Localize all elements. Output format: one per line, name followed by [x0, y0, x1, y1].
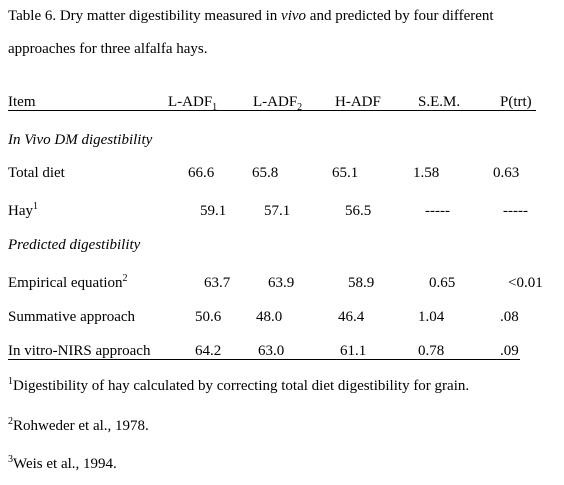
cell-text: 58.9: [348, 275, 375, 291]
title-text: and predicted by four different: [306, 8, 494, 24]
table-cell: 1.04: [418, 310, 444, 325]
section-text: Predicted digestibility: [8, 237, 141, 253]
table-cell: 63.0: [258, 344, 284, 359]
column-header: P(trt): [500, 95, 532, 110]
footnote-mark: 2: [8, 416, 13, 427]
row-label: Hay1: [8, 201, 38, 219]
rule-line: [8, 359, 520, 360]
footnote: 2Rohweder et al., 1978.: [8, 416, 149, 434]
cell-text: 1.58: [413, 165, 440, 181]
header-text: L-ADF: [253, 94, 298, 110]
table-cell: .09: [500, 344, 519, 359]
table-cell: <0.01: [508, 276, 543, 291]
column-header: L-ADF1: [168, 94, 218, 113]
table-cell: 64.2: [195, 344, 221, 359]
rule-line: [8, 110, 536, 111]
cell-text: 46.4: [338, 309, 365, 325]
label-text: Empirical equation: [8, 275, 123, 291]
table-cell: 59.1: [200, 204, 226, 219]
footnote-mark: 3: [8, 454, 13, 465]
header-text: L-ADF: [168, 94, 213, 110]
cell-text: 56.5: [345, 203, 372, 219]
header-text: P(trt): [500, 94, 532, 110]
title-line: Table 6. Dry matter digestibility measur…: [8, 9, 494, 24]
table-cell: 0.63: [493, 166, 519, 181]
title-line: approaches for three alfalfa hays.: [8, 42, 207, 57]
footnote-text: Weis et al., 1994.: [13, 456, 117, 472]
column-header: L-ADF2: [253, 94, 303, 113]
footnote: 1Digestibility of hay calculated by corr…: [8, 376, 470, 394]
cell-text: 65.8: [252, 165, 279, 181]
label-superscript: 2: [122, 273, 128, 284]
title-text: vivo: [281, 8, 307, 24]
table-cell: 63.7: [204, 276, 230, 291]
column-header: H-ADF: [335, 95, 381, 110]
cell-text: 0.65: [429, 275, 456, 291]
label-text: Hay: [8, 203, 33, 219]
cell-text: 63.9: [268, 275, 295, 291]
table-cell: 0.65: [429, 276, 455, 291]
row-label: Empirical equation2: [8, 273, 128, 291]
table-cell: -----: [503, 204, 528, 219]
cell-text: .08: [500, 309, 519, 325]
cell-text: -----: [503, 203, 528, 219]
footnote: 3Weis et al., 1994.: [8, 454, 117, 472]
section-text: In Vivo DM digestibility: [8, 132, 153, 148]
cell-text: 66.6: [188, 165, 215, 181]
footnote-mark: 1: [8, 376, 13, 387]
cell-text: 48.0: [256, 309, 283, 325]
table-cell: 50.6: [195, 310, 221, 325]
row-label: Total diet: [8, 166, 65, 181]
section-heading: Predicted digestibility: [8, 238, 140, 253]
cell-text: 0.63: [493, 165, 520, 181]
column-header: S.E.M.: [418, 95, 460, 110]
cell-text: 61.1: [340, 343, 367, 359]
row-label: In vitro-NIRS approach: [8, 344, 150, 359]
table-cell: 56.5: [345, 204, 371, 219]
cell-text: 65.1: [332, 165, 359, 181]
label-superscript: 1: [33, 201, 38, 212]
table-cell: 58.9: [348, 276, 374, 291]
cell-text: 63.0: [258, 343, 285, 359]
table-cell: 66.6: [188, 166, 214, 181]
table-cell: 46.4: [338, 310, 364, 325]
title-text: approaches for three alfalfa hays.: [8, 41, 208, 57]
cell-text: 0.78: [418, 343, 445, 359]
table-cell: 48.0: [256, 310, 282, 325]
table-cell: -----: [425, 204, 450, 219]
table-cell: 63.9: [268, 276, 294, 291]
title-text: Table 6. Dry matter digestibility measur…: [8, 8, 282, 24]
footnote-text: Rohweder et al., 1978.: [13, 418, 149, 434]
header-subscript: 1: [212, 102, 218, 113]
cell-text: 63.7: [204, 275, 231, 291]
cell-text: 50.6: [195, 309, 222, 325]
header-text: S.E.M.: [418, 94, 461, 110]
cell-text: .09: [500, 343, 519, 359]
table-cell: 0.78: [418, 344, 444, 359]
cell-text: <0.01: [508, 275, 543, 291]
table-cell: 61.1: [340, 344, 366, 359]
table-cell: 1.58: [413, 166, 439, 181]
table-cell: .08: [500, 310, 519, 325]
cell-text: 59.1: [200, 203, 227, 219]
row-label: Summative approach: [8, 310, 135, 325]
section-heading: In Vivo DM digestibility: [8, 133, 152, 148]
header-text: H-ADF: [335, 94, 381, 110]
header-text: Item: [8, 94, 36, 110]
table-cell: 65.8: [252, 166, 278, 181]
header-subscript: 2: [297, 102, 303, 113]
label-text: In vitro-NIRS approach: [8, 343, 151, 359]
label-text: Total diet: [8, 165, 65, 181]
cell-text: 1.04: [418, 309, 445, 325]
cell-text: 64.2: [195, 343, 222, 359]
column-header: Item: [8, 95, 36, 110]
label-text: Summative approach: [8, 309, 136, 325]
cell-text: -----: [425, 203, 450, 219]
footnote-text: Digestibility of hay calculated by corre…: [13, 378, 470, 394]
table-cell: 57.1: [264, 204, 290, 219]
cell-text: 57.1: [264, 203, 291, 219]
table-cell: 65.1: [332, 166, 358, 181]
